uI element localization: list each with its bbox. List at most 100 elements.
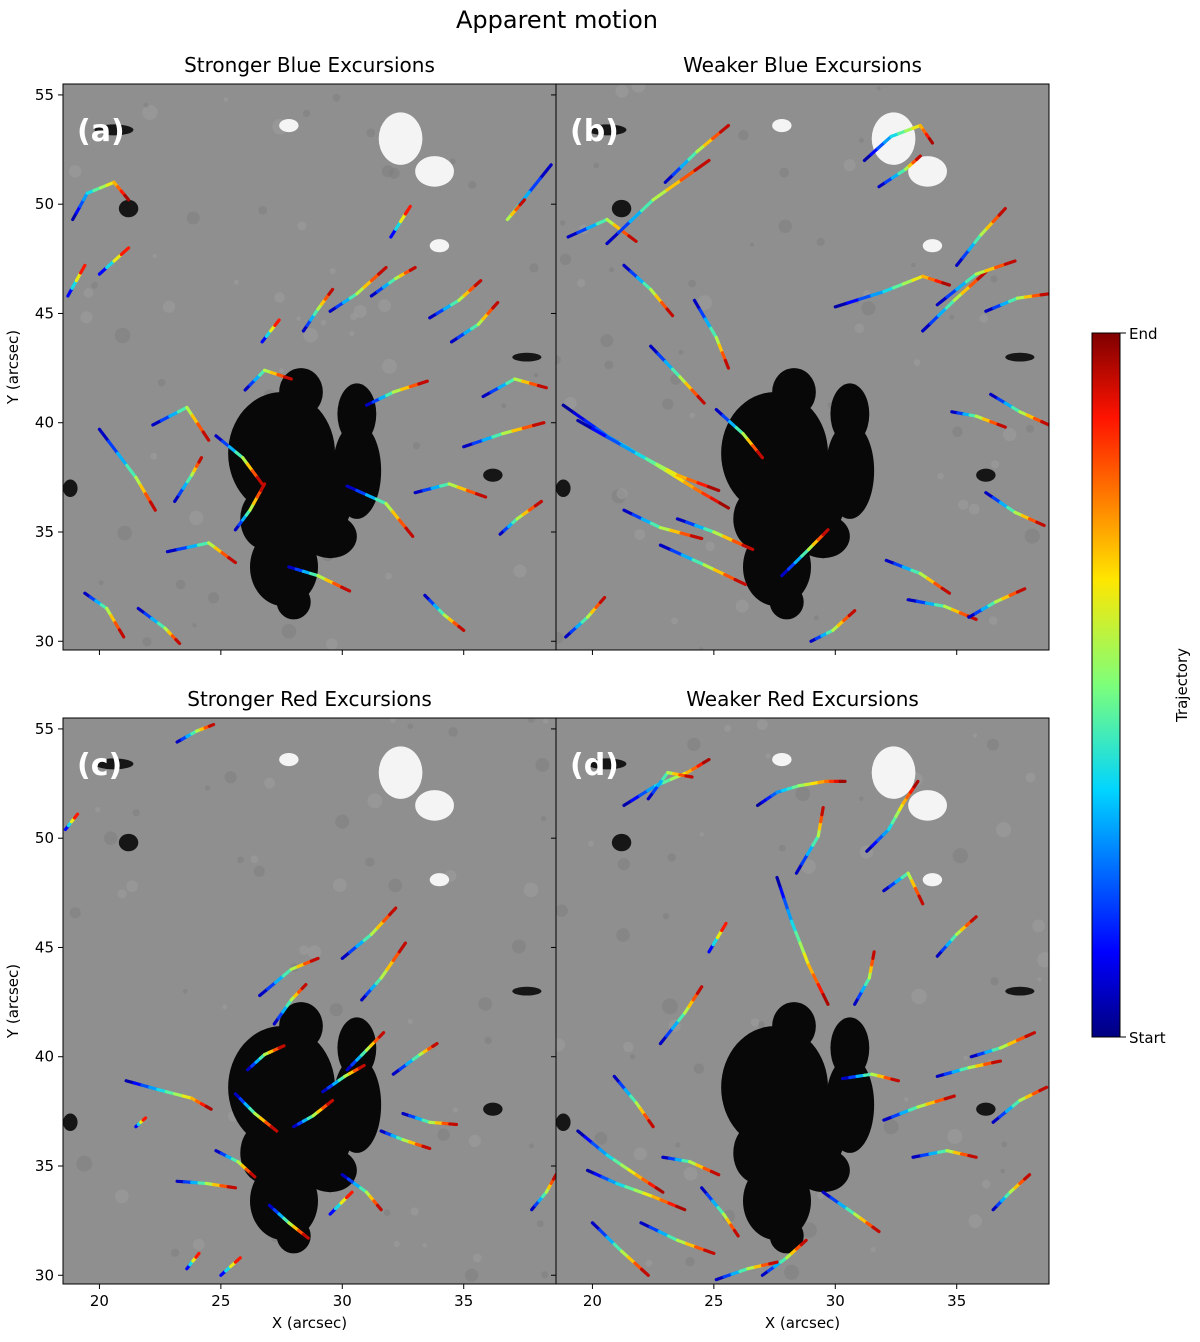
trajectory-segment	[857, 293, 874, 301]
y-tick-label: 30	[35, 632, 54, 650]
trajectory	[340, 906, 398, 960]
trajectory-segment	[718, 501, 731, 510]
trajectory-segment	[663, 359, 675, 371]
trajectory-segment	[703, 137, 715, 147]
trajectory	[481, 377, 548, 399]
trajectory-segment	[165, 547, 180, 554]
trajectory-segment	[616, 220, 632, 235]
trajectory-segment	[117, 628, 126, 639]
trajectory	[967, 587, 1027, 619]
trajectory-segment	[943, 1094, 956, 1101]
trajectory-segment	[233, 1256, 242, 1264]
trajectory	[173, 456, 204, 503]
trajectory	[911, 1149, 978, 1159]
trajectory-segment	[820, 805, 825, 817]
trajectory-segment	[417, 379, 429, 386]
trajectory-segment	[384, 501, 395, 514]
trajectory	[364, 379, 429, 407]
trajectory	[991, 1085, 1049, 1124]
trajectory-segment	[201, 430, 211, 442]
trajectory-segment	[680, 553, 695, 562]
trajectory	[530, 1173, 556, 1212]
trajectory-segment	[640, 1267, 650, 1277]
trajectory-segment	[689, 534, 704, 541]
trajectory-segment	[723, 358, 731, 370]
trajectory-segment	[731, 539, 745, 547]
trajectory-segment	[377, 1031, 386, 1039]
trajectory-segment	[651, 188, 669, 202]
colorbar-label: Trajectory	[1173, 648, 1191, 723]
trajectory-segment	[718, 123, 731, 134]
trajectory-segment	[227, 556, 238, 565]
trajectory-segment	[531, 421, 546, 428]
trajectory	[389, 204, 412, 239]
trajectory-segment	[732, 1228, 740, 1238]
trajectory	[590, 1221, 650, 1277]
trajectory	[267, 1203, 310, 1240]
trajectory-segment	[733, 577, 748, 587]
trajectory-segment	[693, 158, 711, 172]
trajectory-segment	[644, 457, 659, 466]
trajectory	[71, 180, 131, 222]
panel-2: Weaker Blue Excursions (b)	[551, 53, 1050, 655]
trajectory-segment	[566, 231, 580, 239]
trajectory	[865, 779, 920, 853]
trajectory-segment	[675, 517, 689, 524]
trajectory	[877, 154, 922, 189]
trajectory-segment	[671, 165, 683, 177]
trajectory	[83, 591, 126, 639]
trajectory-segment	[598, 1228, 609, 1239]
trajectory-segment	[658, 543, 673, 552]
trajectory	[622, 757, 711, 808]
trajectory-segment	[1003, 259, 1017, 266]
trajectory-segment	[185, 405, 194, 418]
trajectory	[605, 158, 711, 246]
trajectory-segment	[481, 435, 495, 442]
trajectory-segment	[960, 284, 972, 295]
trajectory-segment	[997, 206, 1007, 217]
trajectory-segment	[655, 462, 669, 472]
trajectories	[66, 163, 553, 646]
trajectory-segment	[576, 418, 595, 431]
colorbar-gradient	[1091, 332, 1121, 1038]
trajectory-segment	[669, 528, 683, 535]
trajectory-segment	[112, 252, 123, 263]
trajectory-segment	[598, 595, 607, 605]
trajectory-segment	[374, 497, 388, 506]
trajectory-segment	[397, 518, 408, 530]
trajectory-segment	[448, 1122, 459, 1127]
trajectory-segment	[695, 143, 707, 154]
trajectory-segment	[273, 974, 285, 985]
trajectory-segment	[226, 1185, 238, 1190]
trajectory-segment	[687, 150, 699, 161]
trajectory-segment	[696, 481, 710, 489]
trajectory-segment	[684, 1241, 698, 1249]
trajectory	[794, 805, 825, 875]
trajectory-segment	[915, 154, 922, 161]
trajectory-segment	[258, 987, 270, 998]
trajectory-segment	[696, 394, 706, 405]
trajectory	[360, 941, 408, 1002]
colorbar-top-label: End	[1129, 325, 1158, 343]
trajectory-segment	[123, 193, 131, 202]
trajectory-segment	[703, 1248, 716, 1256]
trajectory-segment	[798, 941, 806, 956]
trajectory-segment	[990, 1059, 1003, 1065]
trajectory	[321, 1063, 366, 1094]
trajectory	[884, 558, 952, 595]
trajectory-segment	[269, 1125, 279, 1133]
trajectory-segment	[675, 473, 690, 481]
trajectory-segment	[357, 1063, 366, 1070]
trajectory-segment	[473, 279, 483, 288]
trajectory-segment	[695, 985, 704, 995]
trajectory	[950, 410, 1007, 429]
trajectory-segment	[500, 429, 515, 436]
trajectory-segment	[775, 875, 783, 891]
y-tick-label: 45	[35, 938, 54, 956]
trajectory	[292, 1098, 335, 1129]
trajectory-segment	[692, 298, 702, 312]
trajectory	[649, 344, 706, 405]
trajectory-segment	[640, 198, 655, 213]
trajectory-segment	[658, 526, 673, 532]
